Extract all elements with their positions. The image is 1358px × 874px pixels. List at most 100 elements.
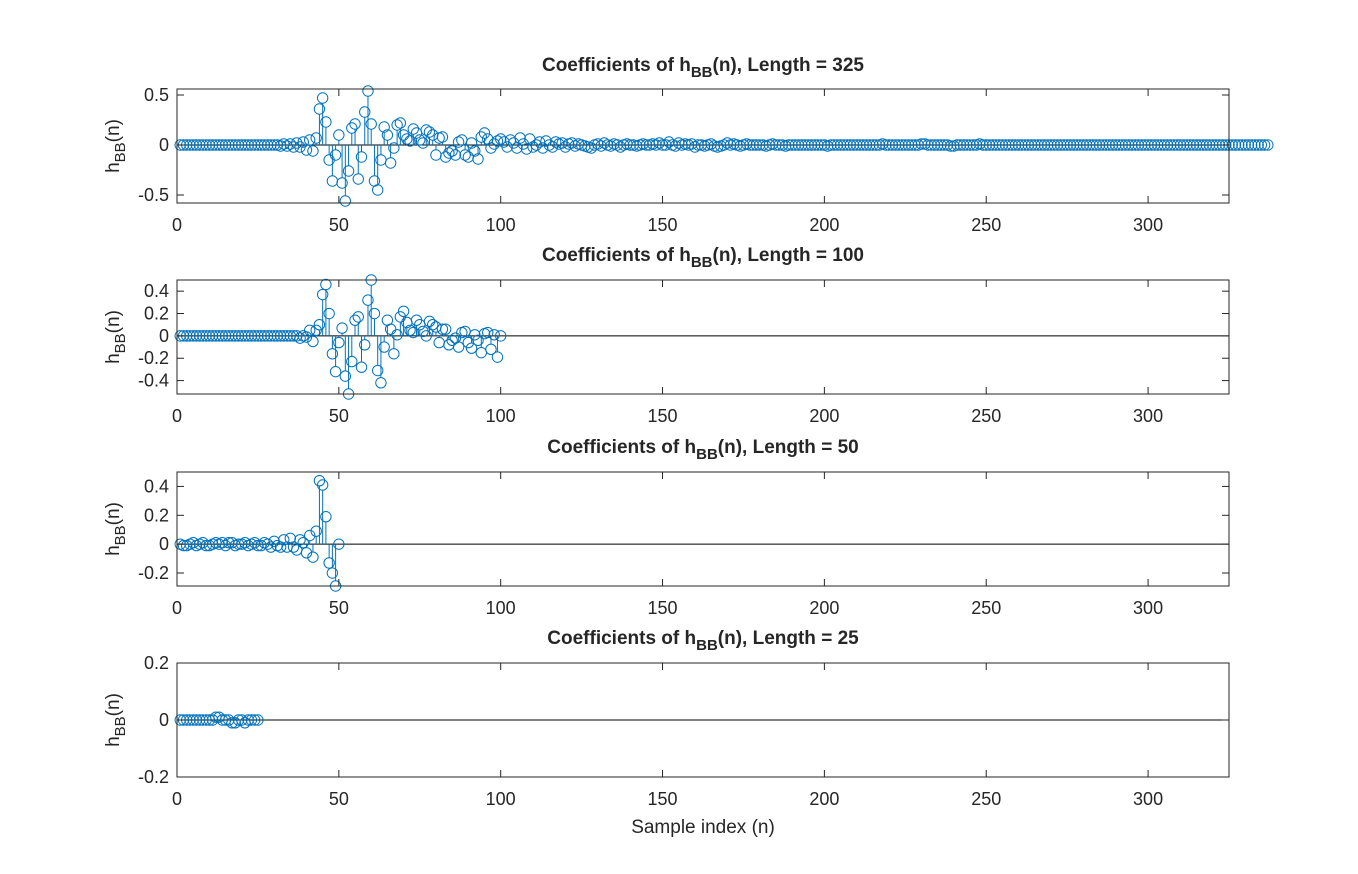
stem-marker xyxy=(660,139,672,151)
stem-marker xyxy=(294,534,306,546)
stem-marker xyxy=(323,557,335,569)
stem-marker xyxy=(1171,139,1183,151)
stem-marker xyxy=(1233,139,1245,151)
stem-marker xyxy=(550,136,562,148)
x-tick-label: 300 xyxy=(1133,406,1163,426)
stem-marker xyxy=(287,141,300,153)
stem-marker xyxy=(271,330,284,342)
stem-marker xyxy=(689,141,701,153)
stem-marker xyxy=(388,348,400,360)
stem-marker xyxy=(232,330,245,342)
stem-marker xyxy=(514,132,526,144)
stem-marker xyxy=(624,139,636,151)
stem-marker xyxy=(462,151,475,163)
stem-marker xyxy=(844,139,856,151)
stem-marker xyxy=(216,330,229,342)
stem-marker xyxy=(1029,139,1041,151)
stem-marker xyxy=(300,144,313,156)
stem-marker xyxy=(961,139,973,151)
stem-marker xyxy=(320,278,332,291)
stem-marker xyxy=(430,321,442,333)
stem-marker xyxy=(342,165,355,177)
y-tick-label: 0 xyxy=(159,135,169,155)
stem-marker xyxy=(329,365,342,378)
stem-marker xyxy=(1236,139,1248,151)
stem-marker xyxy=(268,330,280,342)
stem-marker xyxy=(291,544,303,556)
stem-marker xyxy=(1177,139,1190,151)
stem-marker xyxy=(469,145,481,157)
stem-marker xyxy=(805,139,818,151)
title-subscript: BB xyxy=(696,446,718,463)
stem-marker xyxy=(401,133,413,145)
title-suffix: (n), Length = 50 xyxy=(718,437,859,458)
stem-marker xyxy=(187,714,199,726)
subplot-title: Coefficients of hBB(n), Length = 25 xyxy=(547,628,859,654)
x-tick-label: 300 xyxy=(1133,215,1163,235)
stem-marker xyxy=(964,139,976,151)
stem-marker xyxy=(893,139,905,151)
stem-marker xyxy=(391,119,403,131)
stem-marker xyxy=(1097,139,1109,151)
stem-marker xyxy=(255,139,267,151)
stem-marker xyxy=(407,123,419,135)
stem-marker xyxy=(248,330,261,342)
stem-marker xyxy=(925,139,937,151)
stem-marker xyxy=(261,139,274,151)
stem-marker xyxy=(219,330,232,342)
stem-marker xyxy=(197,714,209,726)
title-subscript: BB xyxy=(691,64,713,81)
stem-marker xyxy=(439,323,452,335)
stem-marker xyxy=(248,714,261,726)
stem-marker xyxy=(485,343,497,355)
stem-marker xyxy=(268,139,280,151)
stem-marker xyxy=(1262,139,1274,151)
stem-marker xyxy=(750,139,763,151)
stem-marker xyxy=(530,139,542,151)
stem-marker xyxy=(598,137,610,149)
x-tick-label: 300 xyxy=(1133,598,1163,618)
stem-marker xyxy=(349,118,361,130)
stem-marker xyxy=(187,537,199,549)
stem-marker xyxy=(1087,139,1099,151)
title-prefix: Coefficients of h xyxy=(542,55,691,76)
stem-marker xyxy=(465,137,478,149)
stem-marker xyxy=(482,326,494,339)
stem-marker xyxy=(867,139,879,151)
stem-marker xyxy=(184,330,196,342)
stem-marker xyxy=(216,139,229,151)
stem-marker xyxy=(226,139,238,151)
stem-marker xyxy=(478,127,491,139)
stem-marker xyxy=(1155,139,1167,151)
stem-marker xyxy=(378,341,390,353)
stem-marker xyxy=(1203,139,1216,151)
stem-marker xyxy=(193,139,206,151)
stem-marker xyxy=(1194,139,1206,151)
x-tick-label: 0 xyxy=(172,789,182,809)
stem-marker xyxy=(397,129,410,141)
stem-marker xyxy=(1258,139,1271,151)
stem-marker xyxy=(174,139,186,151)
stem-marker xyxy=(896,139,908,151)
stem-marker xyxy=(488,329,500,341)
stem-marker xyxy=(744,139,756,151)
stem-marker xyxy=(993,139,1005,151)
y-tick-label: -0.4 xyxy=(138,371,169,391)
stem-marker xyxy=(559,141,572,153)
stem-marker xyxy=(815,139,827,151)
stem-marker xyxy=(931,139,944,151)
stem-marker xyxy=(449,149,462,161)
stem-marker xyxy=(333,336,345,349)
stem-marker xyxy=(258,330,271,342)
y-tick-label: 0 xyxy=(159,710,169,730)
stem-marker xyxy=(656,139,669,151)
ylabel-subscript: BB xyxy=(112,333,129,353)
stem-marker xyxy=(187,139,199,151)
stem-marker xyxy=(796,139,808,151)
stem-marker xyxy=(886,139,899,151)
title-suffix: (n), Length = 100 xyxy=(713,245,865,266)
stem-marker xyxy=(870,139,882,151)
stem-marker xyxy=(556,137,568,149)
ylabel-prefix: h xyxy=(103,353,124,364)
